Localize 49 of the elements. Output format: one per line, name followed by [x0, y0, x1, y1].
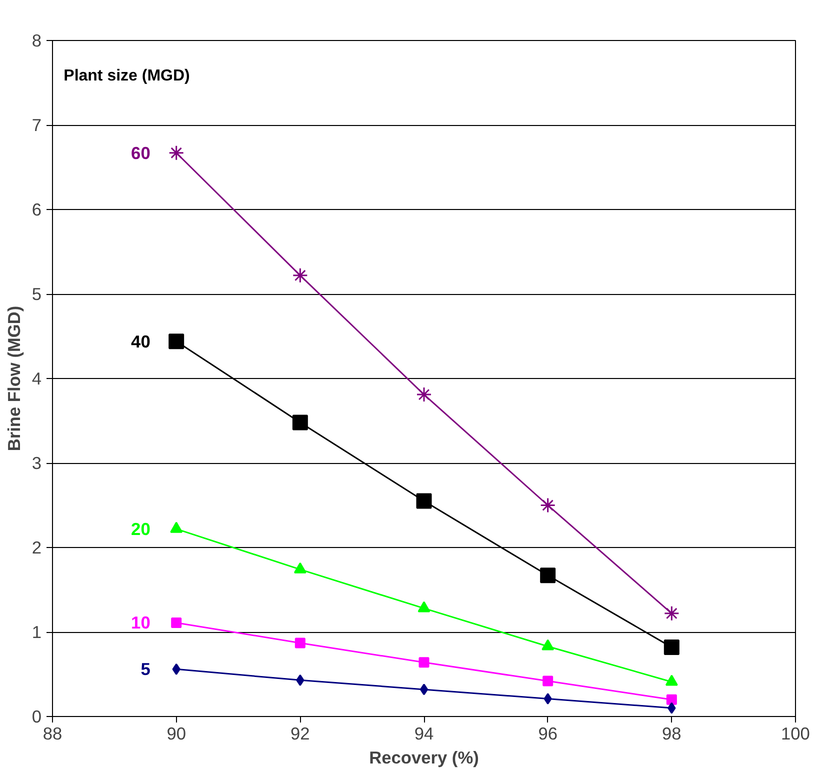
x-tick-label: 100 [781, 724, 810, 744]
point [666, 694, 677, 705]
y-tick-label: 3 [32, 453, 42, 473]
point [172, 663, 180, 675]
y-tick-label: 6 [32, 200, 42, 220]
point [420, 684, 428, 696]
point [292, 268, 308, 284]
x-tick-label: 94 [414, 724, 434, 744]
point [170, 522, 183, 533]
point [416, 493, 432, 509]
point [665, 674, 678, 686]
series-label: 20 [131, 518, 150, 539]
point [540, 568, 556, 584]
y-tick-label: 2 [32, 538, 42, 558]
point [668, 702, 676, 714]
point [292, 414, 308, 430]
x-tick-label: 88 [42, 724, 62, 744]
point [418, 657, 430, 668]
series-label: 40 [131, 331, 150, 352]
x-tick-label: 96 [538, 724, 558, 744]
legend-title: Plant size (MGD) [64, 68, 190, 85]
point [418, 601, 430, 612]
point [664, 606, 680, 622]
x-tick-label: 90 [166, 724, 186, 744]
series-label: 5 [140, 659, 151, 680]
point [416, 386, 432, 402]
x-tick-label: 92 [290, 724, 310, 744]
series-label: 10 [131, 612, 150, 633]
x-tick-label: 98 [662, 724, 682, 744]
y-axis-title: Brine Flow (MGD) [4, 306, 24, 452]
y-tick-label: 8 [32, 30, 42, 50]
y-tick-label: 7 [32, 115, 42, 135]
point [294, 638, 306, 648]
point [168, 145, 184, 161]
point [542, 639, 554, 650]
point [540, 498, 556, 513]
point [294, 562, 306, 574]
point [171, 617, 182, 628]
point [542, 676, 554, 686]
y-tick-label: 0 [32, 706, 42, 726]
y-tick-label: 5 [32, 284, 42, 304]
point [168, 334, 184, 350]
y-tick-label: 1 [32, 622, 42, 642]
point [664, 639, 680, 655]
x-axis-title: Recovery (%) [369, 748, 479, 768]
series-label: 60 [131, 142, 150, 163]
point [296, 674, 304, 686]
point [544, 693, 552, 705]
y-tick-label: 4 [32, 368, 42, 388]
